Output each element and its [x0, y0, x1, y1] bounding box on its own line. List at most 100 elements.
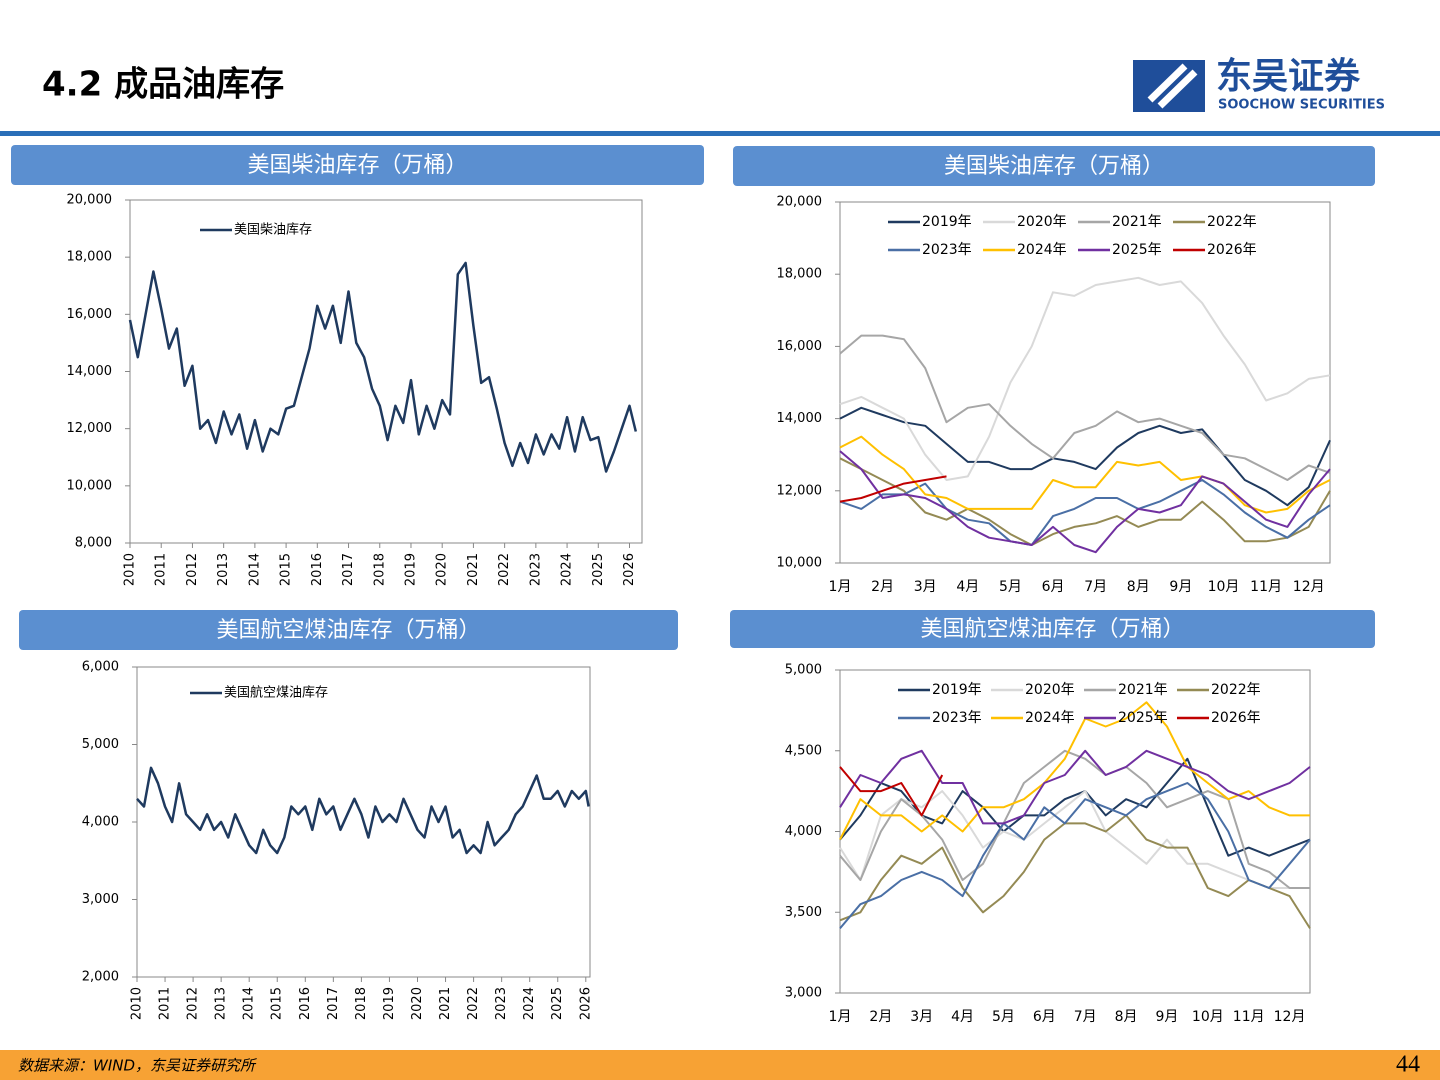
series-line: [839, 790, 1310, 889]
x-tick-label: 2018: [372, 553, 387, 586]
y-tick-label: 12,000: [777, 483, 823, 498]
y-tick-label: 20,000: [777, 195, 823, 210]
y-tick-label: 3,000: [82, 892, 119, 907]
x-tick-label: 2010: [123, 553, 138, 586]
source-note: 数据来源：WIND，东吴证券研究所: [18, 1057, 257, 1075]
x-tick-label: 2023: [494, 987, 509, 1020]
y-tick-label: 10,000: [67, 478, 113, 493]
x-tick-label: 2015: [270, 987, 285, 1020]
legend-label: 2021年: [1112, 214, 1162, 230]
series-line: [839, 782, 1311, 930]
panel-header: [733, 146, 1375, 186]
series-line: [839, 435, 1331, 514]
x-tick-label: 2017: [326, 987, 341, 1020]
legend-label: 2021年: [1118, 682, 1168, 698]
plot-frame: [839, 201, 1331, 564]
x-tick-label: 2月: [871, 579, 894, 595]
legend-label: 2025年: [1118, 710, 1168, 726]
x-tick-label: 2026: [622, 553, 637, 586]
x-tick-label: 2026: [578, 987, 593, 1020]
x-tick-label: 2010: [130, 987, 145, 1020]
x-tick-label: 12月: [1293, 579, 1325, 595]
x-tick-label: 8月: [1127, 579, 1150, 595]
series-line: [839, 749, 1311, 825]
y-tick-label: 4,000: [82, 815, 119, 830]
x-tick-label: 4月: [951, 1009, 974, 1025]
x-tick-label: 11月: [1250, 579, 1282, 595]
y-tick-label: 10,000: [777, 556, 823, 571]
x-tick-label: 7月: [1084, 579, 1107, 595]
slide-title: 4.2 成品油库存: [42, 65, 284, 105]
x-tick-label: 2012: [186, 987, 201, 1020]
y-tick-label: 20,000: [67, 193, 113, 208]
x-tick-label: 11月: [1233, 1009, 1265, 1025]
x-tick-label: 5月: [992, 1009, 1015, 1025]
x-tick-label: 3月: [910, 1009, 933, 1025]
series-line: [839, 406, 1331, 507]
y-tick-label: 18,000: [67, 250, 113, 265]
series-line: [839, 766, 944, 817]
x-tick-label: 2014: [242, 987, 257, 1020]
legend-label: 2022年: [1207, 214, 1257, 230]
legend-label: 2026年: [1207, 242, 1257, 258]
legend-label: 美国航空煤油库存: [224, 685, 328, 701]
x-tick-label: 2019: [403, 553, 418, 586]
x-tick-label: 10月: [1208, 579, 1240, 595]
x-tick-label: 2011: [154, 553, 169, 586]
header-rule: [0, 131, 1440, 136]
y-tick-label: 8,000: [75, 536, 112, 551]
series-line: [136, 766, 590, 855]
x-tick-label: 1月: [829, 579, 852, 595]
x-tick-label: 7月: [1074, 1009, 1097, 1025]
x-tick-label: 2015: [279, 553, 294, 586]
x-tick-label: 6月: [1042, 579, 1065, 595]
series-line: [839, 334, 1331, 481]
legend-label: 2023年: [922, 242, 972, 258]
y-tick-label: 14,000: [67, 364, 113, 379]
x-tick-label: 6月: [1033, 1009, 1056, 1025]
y-tick-label: 4,000: [785, 824, 822, 839]
x-tick-label: 2016: [298, 987, 313, 1020]
y-tick-label: 3,500: [785, 905, 822, 920]
logo-en: SOOCHOW SECURITIES: [1218, 98, 1385, 113]
panel-header: [730, 610, 1375, 648]
x-tick-label: 2013: [216, 553, 231, 586]
x-tick-label: 2022: [497, 553, 512, 586]
x-tick-label: 1月: [829, 1009, 852, 1025]
series-line: [839, 814, 1311, 929]
y-tick-label: 14,000: [777, 411, 823, 426]
y-tick-label: 6,000: [82, 660, 119, 675]
series-line: [128, 261, 638, 473]
x-tick-label: 2022: [466, 987, 481, 1020]
x-tick-label: 12月: [1274, 1009, 1306, 1025]
x-tick-label: 9月: [1155, 1009, 1178, 1025]
series-line: [839, 457, 1331, 546]
x-tick-label: 2018: [354, 987, 369, 1020]
x-tick-label: 4月: [956, 579, 979, 595]
x-tick-label: 2024: [560, 553, 575, 586]
x-tick-label: 2021: [466, 553, 481, 586]
series-line: [839, 479, 1331, 546]
series-line: [839, 701, 1310, 841]
y-tick-label: 2,000: [82, 970, 119, 985]
x-tick-label: 2014: [247, 553, 262, 586]
panel-title: 美国柴油库存（万桶）: [247, 153, 467, 178]
series-line: [839, 450, 1331, 554]
x-tick-label: 2019: [382, 987, 397, 1020]
panel-header: [11, 145, 704, 185]
x-tick-label: 2020: [435, 553, 450, 586]
panel-title: 美国柴油库存（万桶）: [944, 154, 1164, 179]
legend-label: 2019年: [922, 214, 972, 230]
x-tick-label: 10月: [1192, 1009, 1224, 1025]
y-tick-label: 5,000: [82, 737, 119, 752]
series-line: [839, 276, 1331, 481]
legend-label: 美国柴油库存: [234, 222, 312, 238]
legend-label: 2022年: [1211, 682, 1261, 698]
logo-stripes: [1147, 63, 1198, 109]
y-tick-label: 16,000: [67, 307, 113, 322]
panel-title: 美国航空煤油库存（万桶）: [216, 618, 480, 643]
series-line: [839, 475, 947, 503]
legend-label: 2023年: [932, 710, 982, 726]
x-tick-label: 2011: [158, 987, 173, 1020]
x-tick-label: 2月: [869, 1009, 892, 1025]
